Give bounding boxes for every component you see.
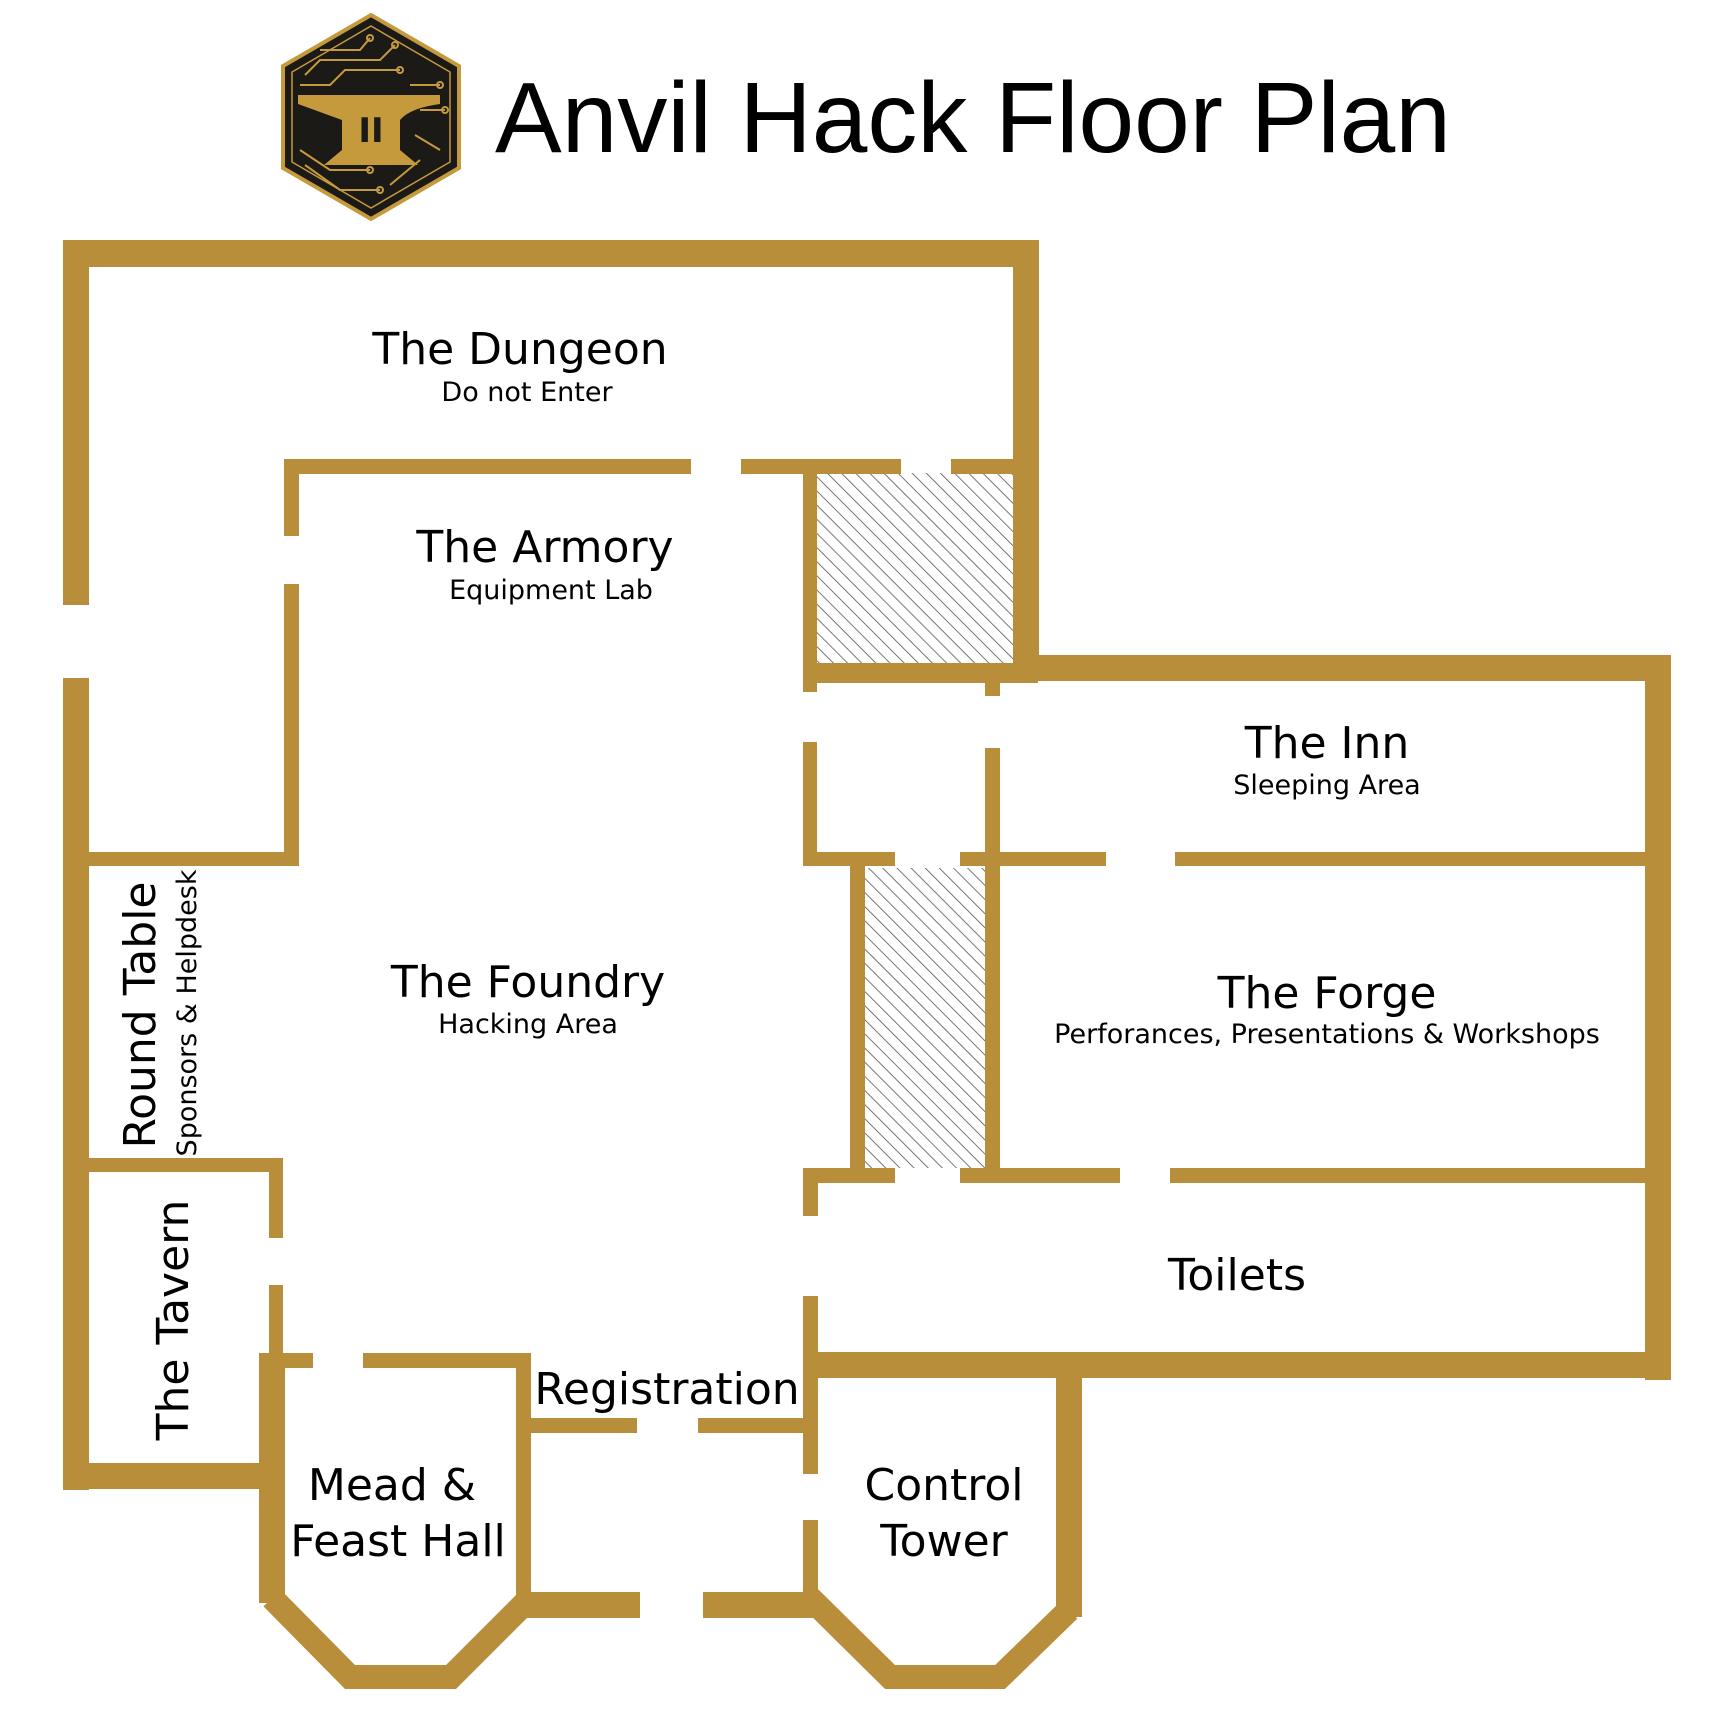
room-armory-sub: Equipment Lab [449,575,653,606]
room-toilets-name: Toilets [1167,1250,1306,1301]
room-foundry-sub: Hacking Area [438,1009,618,1040]
room-armory-name: The Armory [415,522,673,573]
room-dungeon-name: The Dungeon [371,324,667,375]
room-mead-hall-line1: Mead & [308,1460,476,1511]
logo-hexagon-inner [291,25,451,209]
bay-walls [263,1589,1078,1689]
hatched-area-lower [865,868,987,1168]
logo-monogram: II [358,111,383,151]
room-control-tower-line2: Tower [879,1516,1008,1567]
room-dungeon-sub: Do not Enter [441,377,613,408]
room-tavern-name: The Tavern [148,1200,199,1442]
room-forge-sub: Perforances, Presentations & Workshops [1054,1019,1600,1050]
room-inn-sub: Sleeping Area [1233,770,1420,801]
room-mead-hall-line2: Feast Hall [290,1516,506,1567]
room-registration-name: Registration [534,1364,799,1415]
logo-anvil [298,95,440,165]
room-foundry-name: The Foundry [390,957,665,1008]
room-control-tower-line1: Control [864,1460,1023,1511]
room-round-table-name: Round Table [115,882,166,1149]
anvil-hack-logo: II [281,12,461,222]
logo-circuit-lines [299,34,449,194]
room-round-table-sub: Sponsors & Helpdesk [172,869,203,1156]
room-forge-name: The Forge [1217,968,1437,1019]
hatched-area-upper [817,473,1015,663]
room-inn-name: The Inn [1244,718,1410,769]
page-title: Anvil Hack Floor Plan [495,62,1451,174]
walls [63,240,1671,1618]
